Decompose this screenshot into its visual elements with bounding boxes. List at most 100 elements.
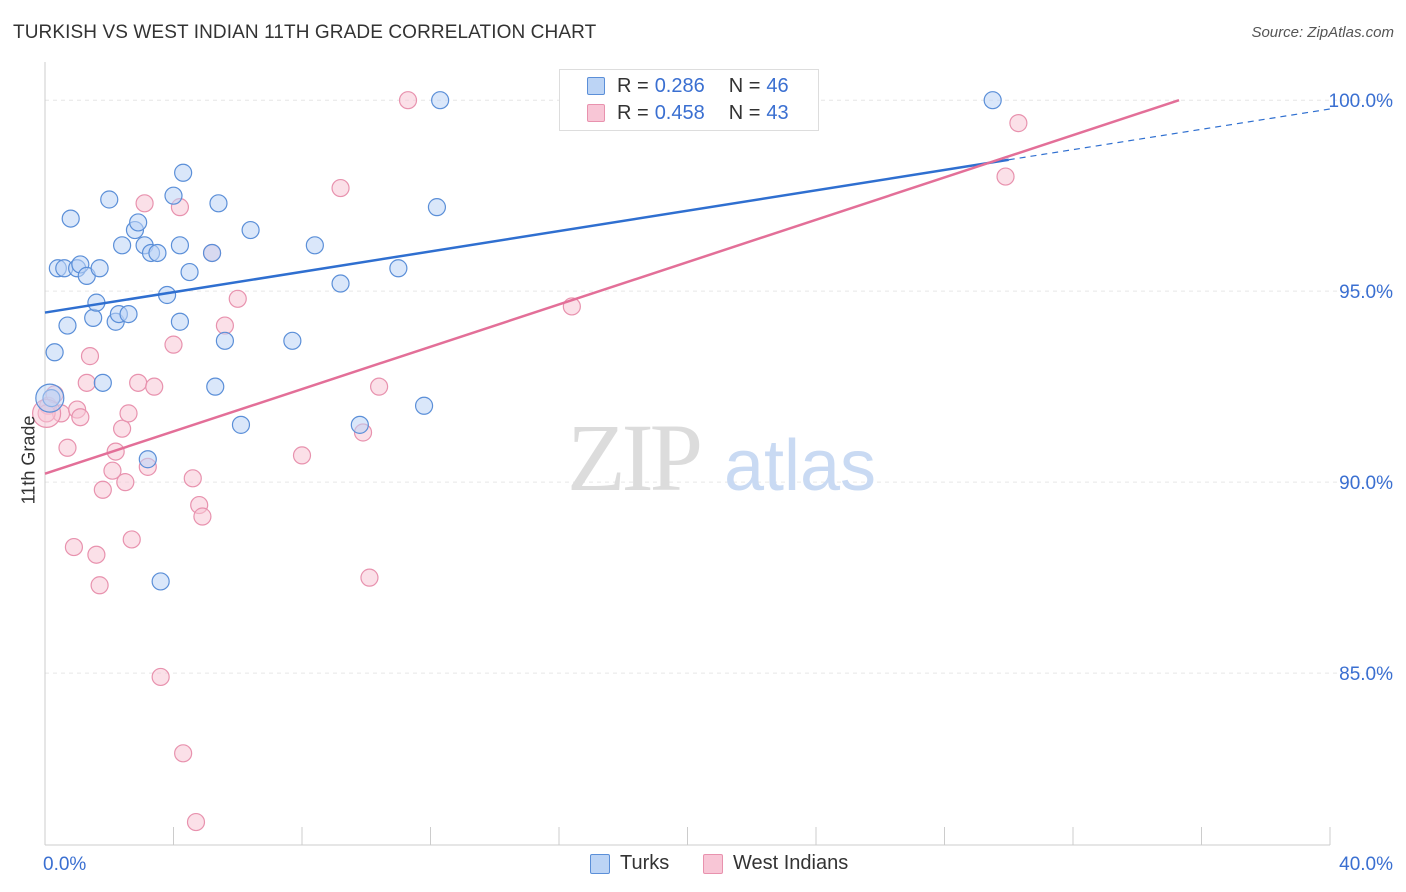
x-tick-label: 0.0% bbox=[43, 854, 86, 875]
y-tick-label: 85.0% bbox=[1339, 664, 1393, 685]
turks-point bbox=[93, 373, 112, 392]
y-tick-label: 100.0% bbox=[1329, 91, 1394, 112]
turks-swatch bbox=[587, 77, 605, 95]
turks-point bbox=[389, 259, 408, 278]
watermark-atlas: atlas bbox=[724, 426, 876, 506]
turks-point bbox=[164, 186, 183, 205]
west-indians-point bbox=[145, 377, 164, 396]
west-indians-point bbox=[58, 438, 77, 457]
source-label: Source: ZipAtlas.com bbox=[1251, 24, 1394, 41]
west-indians-point bbox=[119, 404, 138, 423]
turks-n-label: N = bbox=[728, 74, 761, 97]
west-indians-point bbox=[129, 373, 148, 392]
legend-row-west-indians: R = 0.458 N = 43 bbox=[587, 101, 789, 125]
axes bbox=[44, 62, 1331, 846]
west-indians-point bbox=[398, 91, 418, 110]
turks-point bbox=[90, 259, 109, 278]
y-tick-label: 95.0% bbox=[1339, 282, 1393, 303]
turks-point bbox=[61, 209, 80, 228]
west-indians-point bbox=[80, 347, 100, 366]
west-indians-point bbox=[228, 289, 247, 308]
turks-point bbox=[112, 236, 132, 255]
west-indians-point bbox=[996, 167, 1015, 186]
turks-point bbox=[231, 415, 251, 434]
turks-point bbox=[129, 213, 148, 232]
west-indians-point bbox=[164, 335, 183, 354]
turks-trend-line bbox=[44, 158, 1009, 314]
west-indians-point bbox=[103, 461, 122, 480]
turks-point bbox=[241, 220, 260, 240]
west-indians-point bbox=[122, 530, 141, 549]
turks-point bbox=[138, 450, 157, 469]
x-tick-label: 40.0% bbox=[1339, 854, 1393, 875]
turks-r-label: R = bbox=[617, 74, 649, 97]
turks-point bbox=[331, 274, 350, 293]
turks-point bbox=[119, 304, 138, 324]
west-indians-point bbox=[77, 373, 96, 392]
turks-point bbox=[431, 91, 450, 110]
watermark-zip: ZIP bbox=[567, 404, 700, 511]
west-indians-point bbox=[193, 507, 212, 526]
stats-legend: R = 0.286 N = 46 R = 0.458 N = 43 bbox=[559, 69, 819, 131]
turks-point bbox=[58, 316, 77, 335]
turks-point bbox=[414, 396, 434, 415]
wi-legend-label: West Indians bbox=[733, 852, 849, 874]
turks-point bbox=[100, 190, 119, 209]
bottom-legend-west-indians[interactable]: West Indians bbox=[703, 852, 848, 875]
turks-point bbox=[151, 572, 170, 591]
west-indians-point bbox=[370, 377, 389, 396]
turks-point bbox=[170, 236, 190, 255]
west-indians-point bbox=[292, 446, 312, 465]
wi-n-label: N = bbox=[728, 101, 761, 124]
west-indians-point bbox=[116, 473, 135, 492]
turks-point bbox=[350, 415, 369, 434]
turks-point bbox=[427, 198, 447, 217]
west-indians-point bbox=[174, 744, 193, 763]
turks-point bbox=[170, 312, 190, 331]
y-axis-label: 11th Grade bbox=[18, 415, 39, 505]
wi-r-label: R = bbox=[617, 101, 649, 124]
turks-point bbox=[305, 236, 324, 255]
west-indians-swatch bbox=[587, 104, 605, 122]
west-indians-point bbox=[135, 194, 154, 213]
turks-point bbox=[983, 91, 1002, 110]
turks-legend-swatch bbox=[590, 853, 610, 874]
tick-labels: 85.0% 90.0% 95.0% 100.0% 0.0% 40.0% bbox=[43, 91, 1393, 875]
turks-r-value: 0.286 bbox=[654, 74, 705, 97]
turks-point bbox=[283, 331, 302, 350]
west-indians-point bbox=[151, 667, 170, 687]
west-indians-point bbox=[71, 408, 90, 427]
west-indians-point bbox=[87, 545, 106, 564]
west-indians-point bbox=[215, 316, 234, 335]
wi-n-value: 43 bbox=[766, 101, 789, 124]
west-indians-point bbox=[186, 812, 206, 832]
west-indians-points bbox=[32, 91, 1028, 832]
turks-legend-label: Turks bbox=[620, 852, 670, 874]
wi-r-value: 0.458 bbox=[654, 101, 705, 124]
turks-point bbox=[180, 262, 199, 282]
turks-point bbox=[206, 377, 225, 396]
turks-point bbox=[215, 331, 234, 350]
bottom-legend-turks[interactable]: Turks bbox=[590, 852, 669, 875]
west-indians-point bbox=[64, 537, 84, 557]
turks-point-cluster bbox=[35, 383, 65, 413]
west-indians-trend-line bbox=[44, 99, 1180, 475]
turks-point bbox=[174, 163, 193, 182]
grid-lines bbox=[45, 99, 1394, 674]
west-indians-point bbox=[1009, 114, 1028, 133]
turks-point bbox=[209, 194, 228, 213]
west-indians-point bbox=[183, 469, 202, 488]
west-indians-point bbox=[360, 568, 379, 587]
turks-trend-extension bbox=[1008, 108, 1331, 161]
west-indians-point bbox=[331, 178, 350, 198]
trend-lines bbox=[44, 99, 1331, 475]
y-tick-label: 90.0% bbox=[1339, 473, 1393, 494]
turks-point bbox=[202, 243, 222, 263]
turks-point bbox=[45, 343, 64, 362]
turks-point bbox=[84, 308, 103, 328]
turks-point bbox=[148, 243, 167, 263]
wi-legend-swatch bbox=[703, 853, 723, 874]
turks-n-value: 46 bbox=[766, 74, 789, 97]
chart-title: TURKISH VS WEST INDIAN 11TH GRADE CORREL… bbox=[13, 22, 597, 43]
west-indians-point bbox=[112, 419, 132, 438]
